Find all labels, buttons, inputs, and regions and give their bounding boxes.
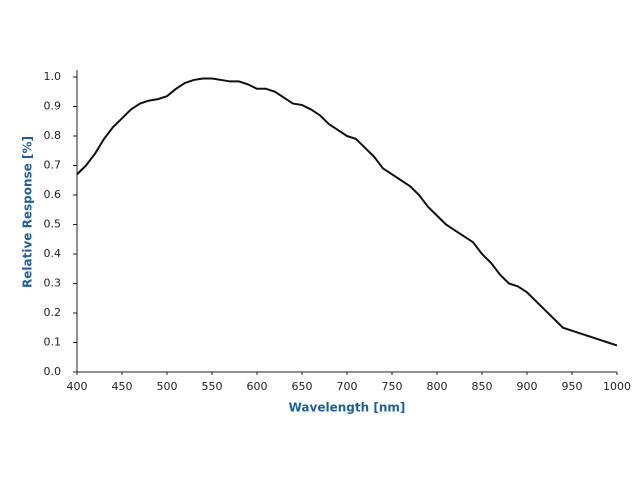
y-tick-label: 1.0 (44, 70, 62, 83)
y-tick-label: 0.5 (44, 218, 62, 231)
y-tick-label: 0.2 (44, 306, 62, 319)
x-tick-label: 450 (112, 380, 133, 393)
y-tick-label: 0.6 (44, 188, 62, 201)
y-tick-label: 0.0 (44, 365, 62, 378)
line (76, 77, 618, 347)
y-tick-label: 0.8 (44, 129, 62, 142)
x-tick-label: 900 (517, 380, 538, 393)
x-tick-label: 600 (247, 380, 268, 393)
x-tick-label: 700 (337, 380, 358, 393)
y-tick-label: 0.4 (44, 247, 62, 260)
x-tick-label: 550 (202, 380, 223, 393)
y-axis-title: Relative Response [%] (21, 136, 35, 288)
x-tick-label: 800 (427, 380, 448, 393)
x-tick-label: 500 (157, 380, 178, 393)
y-tick-label: 0.1 (44, 336, 62, 349)
x-tick-label: 850 (472, 380, 493, 393)
x-axis-title: Wavelength [nm] (289, 401, 406, 415)
y-tick-label: 0.9 (44, 100, 62, 113)
x-tick-label: 950 (562, 380, 583, 393)
x-tick-label: 750 (382, 380, 403, 393)
x-tick-label: 650 (292, 380, 313, 393)
y-tick-label: 0.3 (44, 277, 62, 290)
x-tick-label: 1000 (603, 380, 631, 393)
y-tick-label: 0.7 (44, 159, 62, 172)
x-tick-label: 400 (67, 380, 88, 393)
